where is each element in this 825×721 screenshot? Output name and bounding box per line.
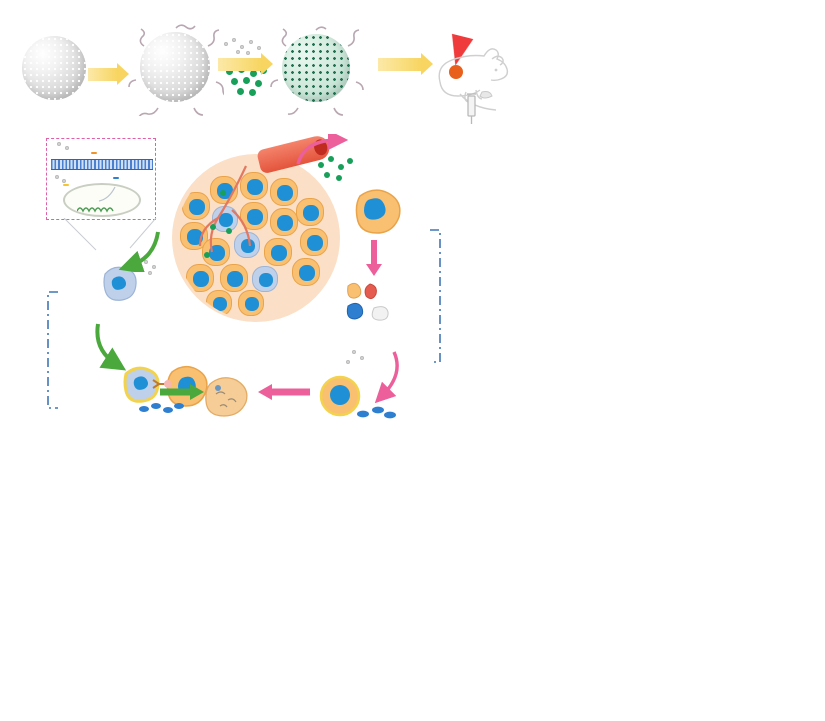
tumor-vasculature-icon bbox=[198, 165, 252, 253]
loaded-pores bbox=[282, 34, 350, 102]
green-arrow-apoptosis bbox=[160, 384, 204, 400]
msn-peg-pores bbox=[140, 32, 210, 102]
activated-nk-cell-icon bbox=[123, 366, 160, 403]
signaling-inset-box bbox=[46, 138, 156, 220]
tumor-cells-cluster bbox=[176, 158, 338, 320]
peg-chains-icon bbox=[128, 24, 224, 116]
adaptive-immunity-label bbox=[442, 282, 508, 296]
as-ce6-msn-peg-sphere bbox=[282, 34, 350, 102]
signal-path-icon bbox=[98, 186, 116, 202]
innate-immunity-label bbox=[0, 332, 52, 346]
tumor-antigen-fragments-icon bbox=[346, 282, 389, 321]
green-arrow-down-left bbox=[118, 231, 160, 272]
inset-connector-lines bbox=[63, 218, 157, 251]
tumor-marker bbox=[449, 65, 463, 79]
microscopy-grid bbox=[0, 455, 287, 721]
panel-b bbox=[512, 0, 825, 455]
arrow-loading bbox=[218, 53, 273, 75]
panel-e-proliferation bbox=[515, 455, 825, 721]
immunity-mechanism-scheme bbox=[0, 132, 512, 454]
syringe-icon bbox=[467, 93, 476, 124]
msn-peg-sphere bbox=[140, 32, 210, 102]
panel-c-microscopy bbox=[0, 455, 287, 721]
relative-tumor-size-linechart bbox=[512, 22, 825, 238]
b-line-plot bbox=[512, 22, 825, 238]
b-bar-plot bbox=[512, 246, 825, 451]
innate-immunity-bracket bbox=[47, 291, 58, 409]
pink-arrow-laser-pdt bbox=[296, 134, 348, 165]
receptor-binding-icon bbox=[152, 379, 172, 389]
astragaloside-molecules-icon bbox=[222, 38, 266, 56]
green-arrow-to-activated-nk bbox=[95, 323, 127, 371]
tumor-weight-barchart bbox=[512, 246, 825, 451]
synthesis-scheme bbox=[0, 0, 512, 140]
loaded-peg-chains-icon bbox=[270, 26, 364, 116]
arrow-injection bbox=[378, 53, 433, 75]
inset-tag-tbet bbox=[63, 184, 69, 186]
panel-a-schematic bbox=[0, 0, 512, 455]
panel-d-nk-cells bbox=[287, 455, 515, 721]
inset-tag-micb bbox=[91, 152, 97, 154]
pink-arrow-antigen-release bbox=[366, 240, 382, 276]
pdt-treated-tumor-cell-icon bbox=[355, 189, 401, 234]
pink-arrow-apoptosis bbox=[258, 384, 310, 400]
pink-arrow-t-cell-activation bbox=[374, 351, 399, 404]
msn-sphere bbox=[22, 36, 86, 100]
activated-t-cell-icon bbox=[319, 375, 361, 417]
d-plot bbox=[287, 455, 515, 721]
apoptotic-cell-icon bbox=[205, 377, 248, 417]
e-plot bbox=[515, 455, 825, 721]
msn-pores bbox=[22, 36, 86, 100]
tumor-antigen-label bbox=[316, 326, 436, 339]
adaptive-immunity-bracket bbox=[430, 229, 441, 363]
cytokine-granules-icon bbox=[139, 403, 184, 413]
inset-tag-ifng bbox=[113, 177, 119, 179]
arrow-peg bbox=[88, 63, 129, 85]
mouse-illustration bbox=[430, 32, 512, 124]
cell-membrane-icon bbox=[51, 159, 153, 170]
t-cell-cytokines-icon bbox=[357, 406, 396, 419]
activated-nk-label bbox=[110, 418, 204, 431]
released-ce6-icon bbox=[316, 156, 356, 184]
dna-icon bbox=[77, 207, 114, 213]
